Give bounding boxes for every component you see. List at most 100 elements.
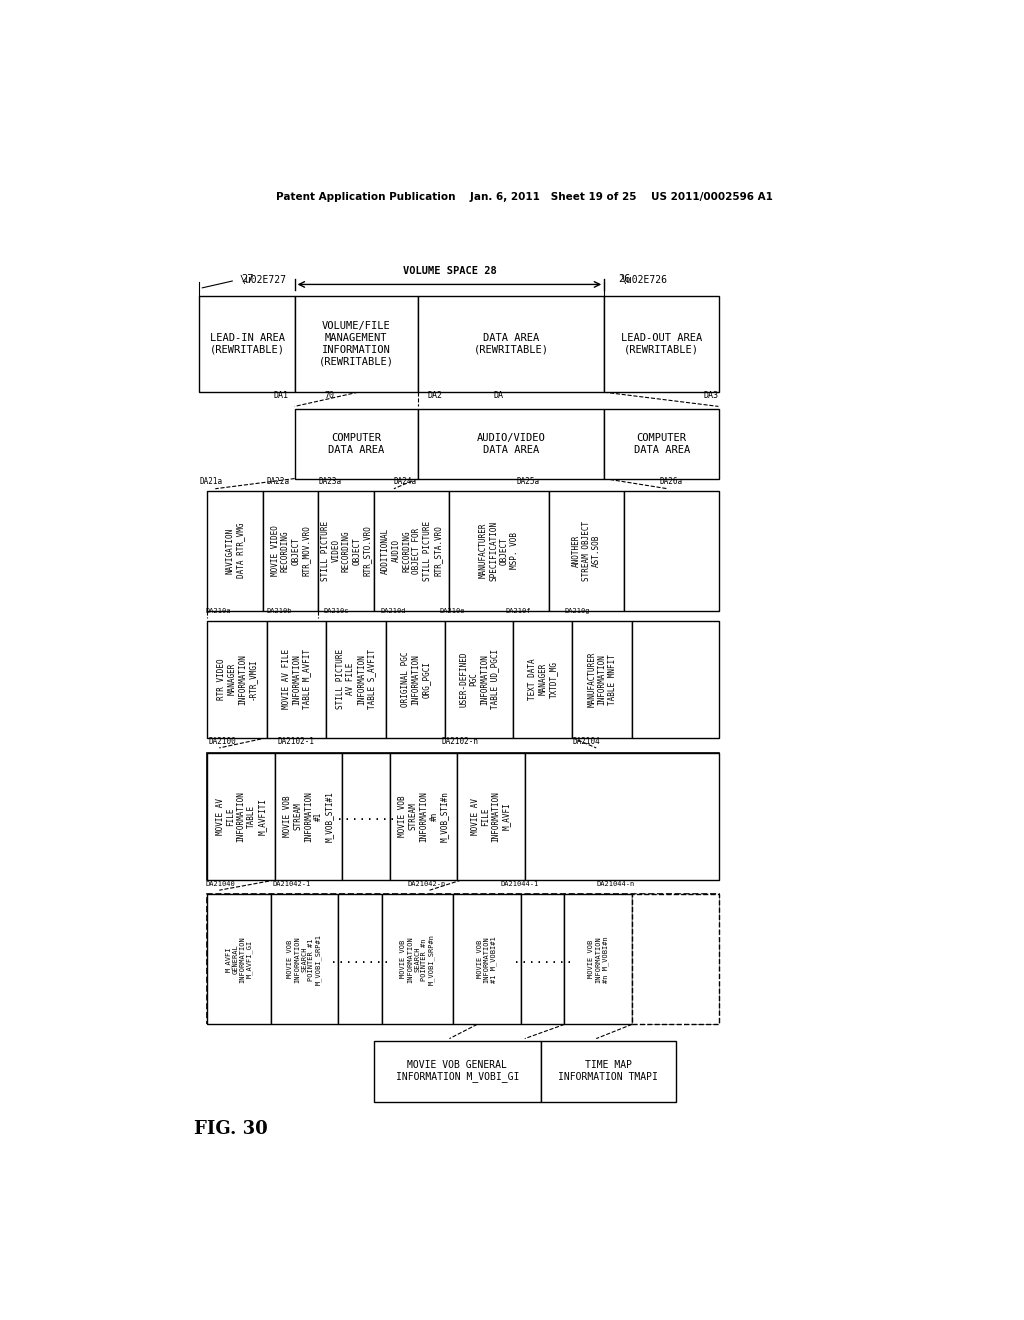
Bar (521, 894, 564, 1024)
Bar (295, 296, 418, 392)
Text: 26: 26 (618, 275, 631, 284)
Bar (418, 409, 604, 479)
Text: DA21a: DA21a (200, 477, 222, 486)
Bar (342, 752, 390, 880)
Text: USER-DEFINED
PGC
INFORMATION
TABLE UD_PGCI: USER-DEFINED PGC INFORMATION TABLE UD_PG… (459, 649, 500, 709)
Text: DA26a: DA26a (659, 477, 683, 486)
Text: DA22a: DA22a (267, 477, 290, 486)
Text: COMPUTER
DATA AREA: COMPUTER DATA AREA (634, 433, 690, 455)
Bar (263, 491, 318, 611)
Text: DA2102-1: DA2102-1 (278, 737, 314, 746)
Text: DA21042-1: DA21042-1 (272, 882, 310, 887)
Text: MOVIE AV
FILE
INFORMATION
M_AVFI: MOVIE AV FILE INFORMATION M_AVFI (471, 791, 511, 842)
Text: DA21044-1: DA21044-1 (501, 882, 540, 887)
Text: MOVIE VOB GENERAL
INFORMATION M_VOBI_GI: MOVIE VOB GENERAL INFORMATION M_VOBI_GI (395, 1060, 519, 1082)
Bar (454, 894, 521, 1024)
Text: MANUFACTURER
INFORMATION
TABLE MNFIT: MANUFACTURER INFORMATION TABLE MNFIT (588, 652, 617, 708)
Bar (572, 620, 632, 738)
Bar (267, 620, 327, 738)
Text: MOVIE VOB
STREAM
INFORMATION
#1
M_VOB_STI#1: MOVIE VOB STREAM INFORMATION #1 M_VOB_ST… (284, 791, 334, 842)
Text: RTR VIDEO
MANAGER
INFORMATION
-RTR_VMGI: RTR VIDEO MANAGER INFORMATION -RTR_VMGI (217, 653, 257, 705)
Bar (207, 894, 719, 1024)
Text: TIME MAP
INFORMATION TMAPI: TIME MAP INFORMATION TMAPI (558, 1060, 658, 1082)
Text: ........: ........ (336, 810, 396, 822)
Text: DA210e: DA210e (439, 607, 465, 614)
Text: DA210c: DA210c (324, 607, 349, 614)
Bar (374, 491, 450, 611)
Bar (524, 752, 719, 880)
Text: TEXT DATA
MANAGER
TXTDT_MG: TEXT DATA MANAGER TXTDT_MG (527, 659, 557, 700)
Text: DA21044-n: DA21044-n (596, 882, 635, 887)
Text: MANUFACTURER
SPECIFICATION
OBJECT
MSP. VOB: MANUFACTURER SPECIFICATION OBJECT MSP. V… (479, 520, 519, 581)
Bar (274, 752, 342, 880)
Text: DA210g: DA210g (564, 607, 590, 614)
Text: \u02E727: \u02E727 (240, 276, 286, 285)
Bar (327, 620, 386, 738)
Text: ........: ........ (330, 953, 390, 966)
Bar (200, 296, 295, 392)
Text: DA23a: DA23a (318, 477, 342, 486)
Text: DA2: DA2 (428, 391, 443, 400)
Text: 27: 27 (242, 275, 254, 284)
Text: DA21040: DA21040 (206, 882, 236, 887)
Bar (207, 752, 274, 880)
Text: DA210f: DA210f (506, 607, 531, 614)
Text: ORIGINAL PGC
INFORMATION
ORG_PGCI: ORIGINAL PGC INFORMATION ORG_PGCI (400, 652, 430, 708)
Text: STILL PICTURE
VIDEO
RECORDING
OBJECT
RTR_STO.VRO: STILL PICTURE VIDEO RECORDING OBJECT RTR… (321, 520, 372, 581)
Bar (604, 296, 719, 392)
Bar (318, 491, 374, 611)
Bar (445, 620, 513, 738)
Bar (564, 894, 632, 1024)
Text: ANOTHER
STREAM OBJECT
AST.SOB: ANOTHER STREAM OBJECT AST.SOB (571, 520, 601, 581)
Text: DATA AREA
(REWRITABLE): DATA AREA (REWRITABLE) (473, 333, 549, 355)
Text: MOVIE VOB
INFORMATION
SEARCH
POINTER #n
M_VOBI_SRP#n: MOVIE VOB INFORMATION SEARCH POINTER #n … (400, 933, 435, 985)
Text: DA210b: DA210b (266, 607, 292, 614)
Bar (513, 620, 572, 738)
Bar (338, 894, 382, 1024)
Text: DA210d: DA210d (380, 607, 406, 614)
Text: STILL PICTURE
AV FILE
INFORMATION
TABLE S_AVFIT: STILL PICTURE AV FILE INFORMATION TABLE … (336, 649, 376, 709)
Text: DA2102-n: DA2102-n (441, 737, 478, 746)
Bar (418, 296, 604, 392)
Text: MOVIE VOB
INFORMATION
#n M_VOBI#n: MOVIE VOB INFORMATION #n M_VOBI#n (588, 936, 608, 982)
Bar (207, 894, 270, 1024)
Bar (604, 409, 719, 479)
Bar (295, 409, 418, 479)
Text: VOLUME SPACE 28: VOLUME SPACE 28 (402, 267, 497, 276)
Text: 70: 70 (325, 391, 335, 400)
Text: DA3: DA3 (703, 391, 719, 400)
Text: MOVIE AV
FILE
INFORMATION
TABLE
M_AVFITI: MOVIE AV FILE INFORMATION TABLE M_AVFITI (216, 791, 266, 842)
Text: DA2100: DA2100 (209, 737, 237, 746)
Text: DA24a: DA24a (394, 477, 417, 486)
Bar (207, 620, 267, 738)
Text: DA2104: DA2104 (572, 737, 600, 746)
Bar (270, 894, 338, 1024)
Bar (207, 752, 719, 880)
Text: NAVIGATION
DATA RTR_VMG: NAVIGATION DATA RTR_VMG (225, 523, 245, 578)
Bar (207, 491, 263, 611)
Text: FIG. 30: FIG. 30 (195, 1121, 268, 1138)
Bar (458, 752, 524, 880)
Bar (386, 620, 445, 738)
Bar (390, 752, 458, 880)
Bar (450, 491, 549, 611)
Text: LEAD-IN AREA
(REWRITABLE): LEAD-IN AREA (REWRITABLE) (210, 333, 285, 355)
Text: AUDIO/VIDEO
DATA AREA: AUDIO/VIDEO DATA AREA (476, 433, 546, 455)
Text: ADDITIONAL
AUDIO
RECORDING
OBJECT FOR
STILL PICTURE
RTR_STA.VRO: ADDITIONAL AUDIO RECORDING OBJECT FOR ST… (381, 520, 442, 581)
Bar (382, 894, 454, 1024)
Text: MOVIE VOB
INFORMATION
#1 M_VOBI#1: MOVIE VOB INFORMATION #1 M_VOBI#1 (477, 936, 498, 982)
Bar (541, 1040, 676, 1102)
Text: MOVIE VIDEO
RECORDING
OBJECT
RTR_MOV.VRO: MOVIE VIDEO RECORDING OBJECT RTR_MOV.VRO (270, 525, 311, 576)
Text: COMPUTER
DATA AREA: COMPUTER DATA AREA (328, 433, 384, 455)
Text: LEAD-OUT AREA
(REWRITABLE): LEAD-OUT AREA (REWRITABLE) (622, 333, 702, 355)
Bar (632, 620, 719, 738)
Bar (549, 491, 624, 611)
Text: MOVIE AV FILE
INFORMATION
TABLE M_AVFIT: MOVIE AV FILE INFORMATION TABLE M_AVFIT (282, 649, 311, 709)
Text: VOLUME/FILE
MANAGEMENT
INFORMATION
(REWRITABLE): VOLUME/FILE MANAGEMENT INFORMATION (REWR… (318, 322, 393, 366)
Text: MOVIE VOB
STREAM
INFORMATION
#n
M_VOB_STI#n: MOVIE VOB STREAM INFORMATION #n M_VOB_ST… (398, 791, 449, 842)
Bar (374, 1040, 541, 1102)
Text: M_AVFI
GENERAL
INFORMATION
M_AVFI_GI: M_AVFI GENERAL INFORMATION M_AVFI_GI (225, 936, 253, 982)
Text: ........: ........ (513, 953, 572, 966)
Text: Patent Application Publication    Jan. 6, 2011   Sheet 19 of 25    US 2011/00025: Patent Application Publication Jan. 6, 2… (276, 191, 773, 202)
Bar (632, 894, 719, 1024)
